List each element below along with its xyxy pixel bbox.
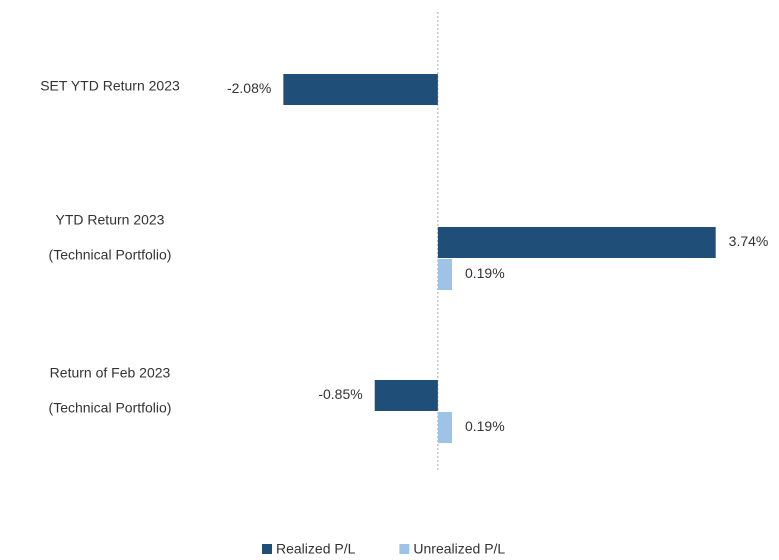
bar (437, 412, 452, 443)
bar (374, 380, 438, 411)
value-label: -2.08% (227, 80, 271, 96)
bar (283, 74, 438, 105)
bar (437, 259, 452, 290)
legend-swatch (399, 544, 410, 554)
category-label: SET YTD Return 2023 (40, 78, 180, 94)
legend-label: Realized P/L (276, 541, 356, 557)
value-label: 0.19% (465, 418, 505, 434)
category-label: Return of Feb 2023 (50, 365, 171, 381)
category-label: (Technical Portfolio) (49, 400, 172, 416)
value-label: -0.85% (318, 386, 362, 402)
value-label: 0.19% (465, 265, 505, 281)
bar (437, 227, 716, 258)
category-label: YTD Return 2023 (56, 212, 165, 228)
legend-label: Unrealized P/L (413, 541, 505, 557)
legend-swatch (262, 544, 272, 554)
category-label: (Technical Portfolio) (49, 247, 172, 263)
value-label: 3.74% (729, 233, 769, 249)
